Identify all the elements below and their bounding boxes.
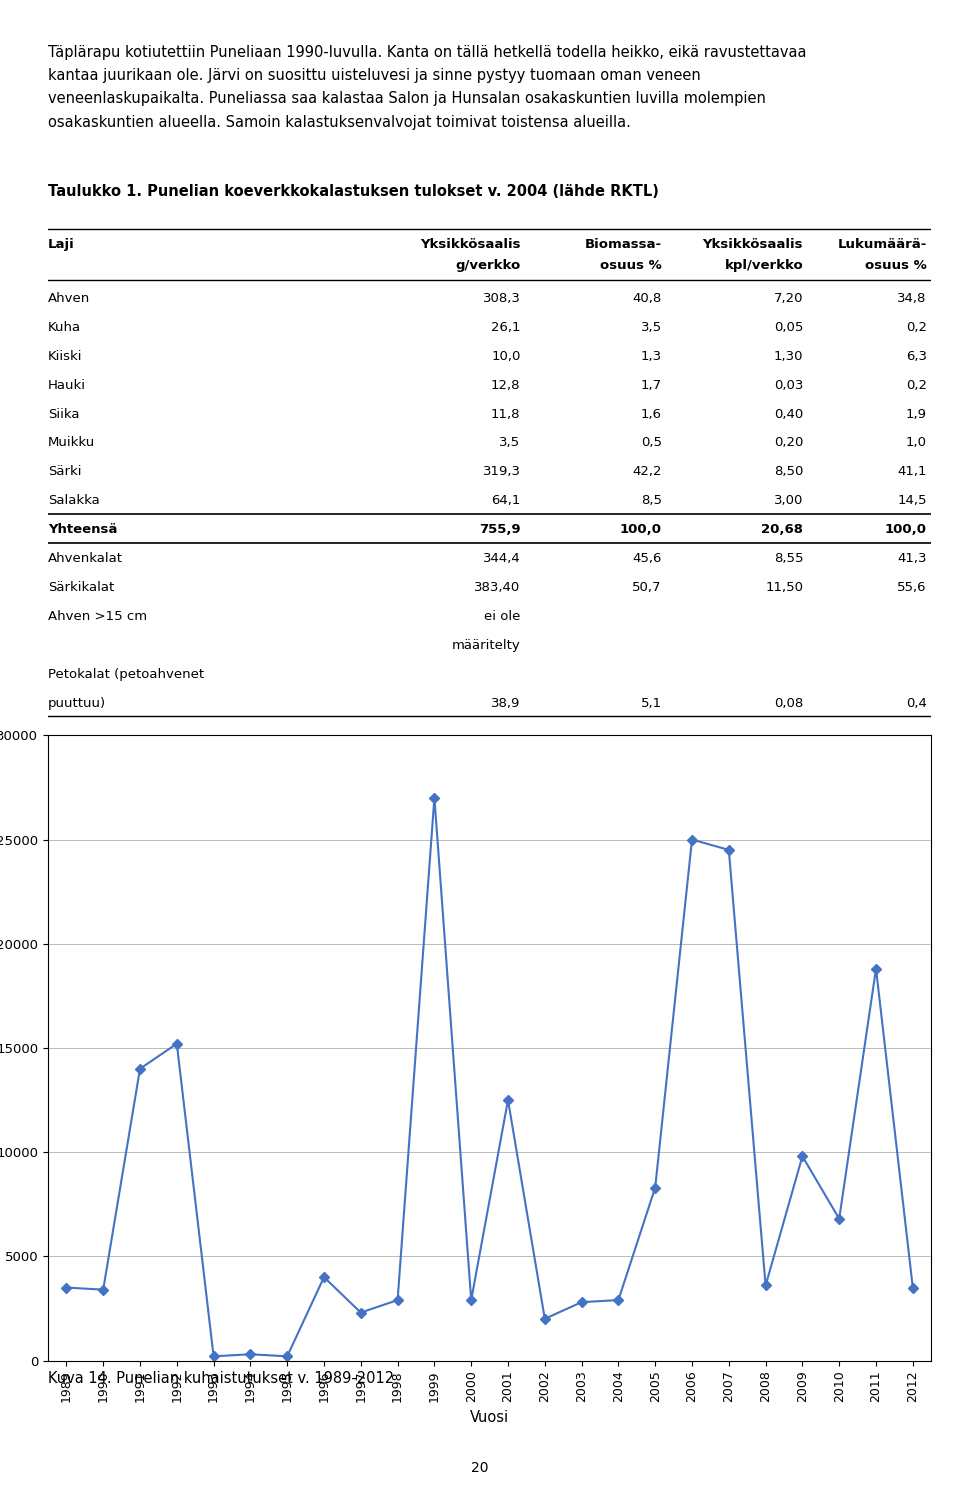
Text: 1,0: 1,0 <box>906 437 926 450</box>
Text: Yksikkösaalis: Yksikkösaalis <box>420 238 520 252</box>
Text: Kuva 14. Punelian kuhaistutukset v. 1989-2012: Kuva 14. Punelian kuhaistutukset v. 1989… <box>48 1371 395 1386</box>
Text: 3,5: 3,5 <box>499 437 520 450</box>
Text: 8,55: 8,55 <box>774 553 804 565</box>
Text: 383,40: 383,40 <box>474 581 520 595</box>
Text: Kuha: Kuha <box>48 320 82 334</box>
Text: 7,20: 7,20 <box>774 292 804 305</box>
Text: 100,0: 100,0 <box>885 523 926 536</box>
Text: 26,1: 26,1 <box>491 320 520 334</box>
Text: 50,7: 50,7 <box>633 581 661 595</box>
Text: 8,5: 8,5 <box>641 495 661 507</box>
Text: 64,1: 64,1 <box>492 495 520 507</box>
Text: 3,00: 3,00 <box>774 495 804 507</box>
Text: 14,5: 14,5 <box>898 495 926 507</box>
Text: 755,9: 755,9 <box>479 523 520 536</box>
Text: 0,2: 0,2 <box>906 320 926 334</box>
Text: 1,30: 1,30 <box>774 350 804 362</box>
Text: Laji: Laji <box>48 238 75 252</box>
Text: Kiiski: Kiiski <box>48 350 83 362</box>
Text: puuttuu): puuttuu) <box>48 697 107 709</box>
Text: Biomassa-: Biomassa- <box>585 238 661 252</box>
Text: 41,3: 41,3 <box>898 553 926 565</box>
Text: määritelty: määritelty <box>452 639 520 653</box>
Text: 0,2: 0,2 <box>906 378 926 392</box>
Text: Hauki: Hauki <box>48 378 86 392</box>
Text: g/verkko: g/verkko <box>455 259 520 271</box>
Text: 34,8: 34,8 <box>898 292 926 305</box>
Text: Ahven >15 cm: Ahven >15 cm <box>48 609 147 623</box>
Text: 11,50: 11,50 <box>765 581 804 595</box>
Text: osuus %: osuus % <box>600 259 661 271</box>
Text: Ahven: Ahven <box>48 292 90 305</box>
Text: 319,3: 319,3 <box>483 465 520 478</box>
Text: 6,3: 6,3 <box>906 350 926 362</box>
Text: Taulukko 1. Punelian koeverkkokalastuksen tulokset v. 2004 (lähde RKTL): Taulukko 1. Punelian koeverkkokalastukse… <box>48 183 659 198</box>
Text: kpl/verkko: kpl/verkko <box>725 259 804 271</box>
Text: 0,5: 0,5 <box>641 437 661 450</box>
Text: ei ole: ei ole <box>484 609 520 623</box>
Text: 0,20: 0,20 <box>774 437 804 450</box>
Text: 0,05: 0,05 <box>774 320 804 334</box>
Text: 10,0: 10,0 <box>492 350 520 362</box>
Text: Yksikkösaalis: Yksikkösaalis <box>703 238 804 252</box>
Text: Särki: Särki <box>48 465 82 478</box>
Text: 100,0: 100,0 <box>620 523 661 536</box>
Text: 1,6: 1,6 <box>641 408 661 420</box>
Text: 0,40: 0,40 <box>774 408 804 420</box>
Text: 41,1: 41,1 <box>898 465 926 478</box>
Text: 1,9: 1,9 <box>906 408 926 420</box>
Text: 344,4: 344,4 <box>483 553 520 565</box>
Text: Täplärapu kotiutettiin Puneliaan 1990-luvulla. Kanta on tällä hetkellä todella h: Täplärapu kotiutettiin Puneliaan 1990-lu… <box>48 45 806 130</box>
Text: 11,8: 11,8 <box>491 408 520 420</box>
Text: 0,4: 0,4 <box>906 697 926 709</box>
Text: 1,3: 1,3 <box>640 350 661 362</box>
Text: 20: 20 <box>471 1462 489 1475</box>
Text: 5,1: 5,1 <box>640 697 661 709</box>
Text: Salakka: Salakka <box>48 495 100 507</box>
Text: osuus %: osuus % <box>865 259 926 271</box>
Text: 308,3: 308,3 <box>483 292 520 305</box>
Text: 0,03: 0,03 <box>774 378 804 392</box>
Text: 0,08: 0,08 <box>774 697 804 709</box>
Text: 20,68: 20,68 <box>761 523 804 536</box>
Text: Petokalat (petoahvenet: Petokalat (petoahvenet <box>48 668 204 681</box>
Text: 3,5: 3,5 <box>640 320 661 334</box>
X-axis label: Vuosi: Vuosi <box>470 1411 509 1426</box>
Text: 45,6: 45,6 <box>633 553 661 565</box>
Text: 42,2: 42,2 <box>633 465 661 478</box>
Text: 38,9: 38,9 <box>492 697 520 709</box>
Text: 1,7: 1,7 <box>640 378 661 392</box>
Text: 8,50: 8,50 <box>774 465 804 478</box>
Text: Yhteensä: Yhteensä <box>48 523 117 536</box>
Text: Särkikalat: Särkikalat <box>48 581 114 595</box>
Text: Siika: Siika <box>48 408 80 420</box>
Text: Ahvenkalat: Ahvenkalat <box>48 553 123 565</box>
Text: 55,6: 55,6 <box>898 581 926 595</box>
Text: 40,8: 40,8 <box>633 292 661 305</box>
Text: 12,8: 12,8 <box>491 378 520 392</box>
Text: Muikku: Muikku <box>48 437 95 450</box>
Text: Lukumäärä-: Lukumäärä- <box>837 238 926 252</box>
